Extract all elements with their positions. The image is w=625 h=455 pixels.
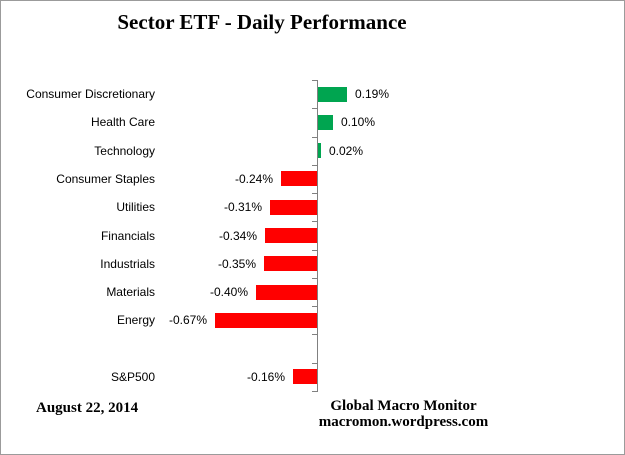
axis-tick (312, 221, 317, 222)
negative-bar (281, 171, 317, 186)
category-label: Health Care (90, 115, 155, 129)
axis-tick (312, 250, 317, 251)
footer-source: Global Macro Monitor macromon.wordpress.… (281, 398, 526, 430)
value-label: 0.02% (329, 144, 364, 158)
axis-tick (312, 193, 317, 194)
value-label: -0.67% (168, 313, 207, 327)
axis-tick (312, 306, 317, 307)
category-label: Financials (100, 229, 155, 243)
y-axis-line (317, 80, 318, 392)
value-label: 0.10% (341, 115, 376, 129)
value-label: -0.34% (218, 229, 257, 243)
value-label: -0.31% (223, 200, 262, 214)
category-label: S&P500 (110, 370, 155, 384)
positive-bar (318, 115, 333, 130)
axis-tick (312, 108, 317, 109)
value-label: -0.35% (217, 257, 256, 271)
category-label: Energy (116, 313, 155, 327)
axis-tick (312, 137, 317, 138)
axis-tick (312, 278, 317, 279)
category-label: Technology (94, 144, 155, 158)
value-label: -0.24% (234, 172, 273, 186)
value-label: -0.16% (246, 370, 285, 384)
source-name: Global Macro Monitor (330, 398, 477, 414)
negative-bar (256, 285, 317, 300)
chart-title: Sector ETF - Daily Performance (117, 10, 407, 34)
category-label: Consumer Staples (56, 172, 155, 186)
positive-bar (318, 143, 321, 158)
axis-tick (312, 165, 317, 166)
axis-tick (312, 391, 317, 392)
positive-bar (318, 87, 347, 102)
negative-bar (265, 228, 317, 243)
axis-tick (312, 80, 317, 81)
footer-date: August 22, 2014 (36, 400, 139, 416)
negative-bar (293, 369, 317, 384)
category-label: Utilities (116, 200, 155, 214)
negative-bar (264, 256, 317, 271)
axis-tick (312, 334, 317, 335)
category-label: Materials (106, 285, 155, 299)
source-url: macromon.wordpress.com (318, 414, 489, 430)
negative-bar (270, 200, 317, 215)
axis-tick (312, 363, 317, 364)
category-label: Consumer Discretionary (26, 87, 155, 101)
category-label: Industrials (100, 257, 155, 271)
value-label: -0.40% (209, 285, 248, 299)
value-label: 0.19% (355, 87, 390, 101)
negative-bar (215, 313, 317, 328)
